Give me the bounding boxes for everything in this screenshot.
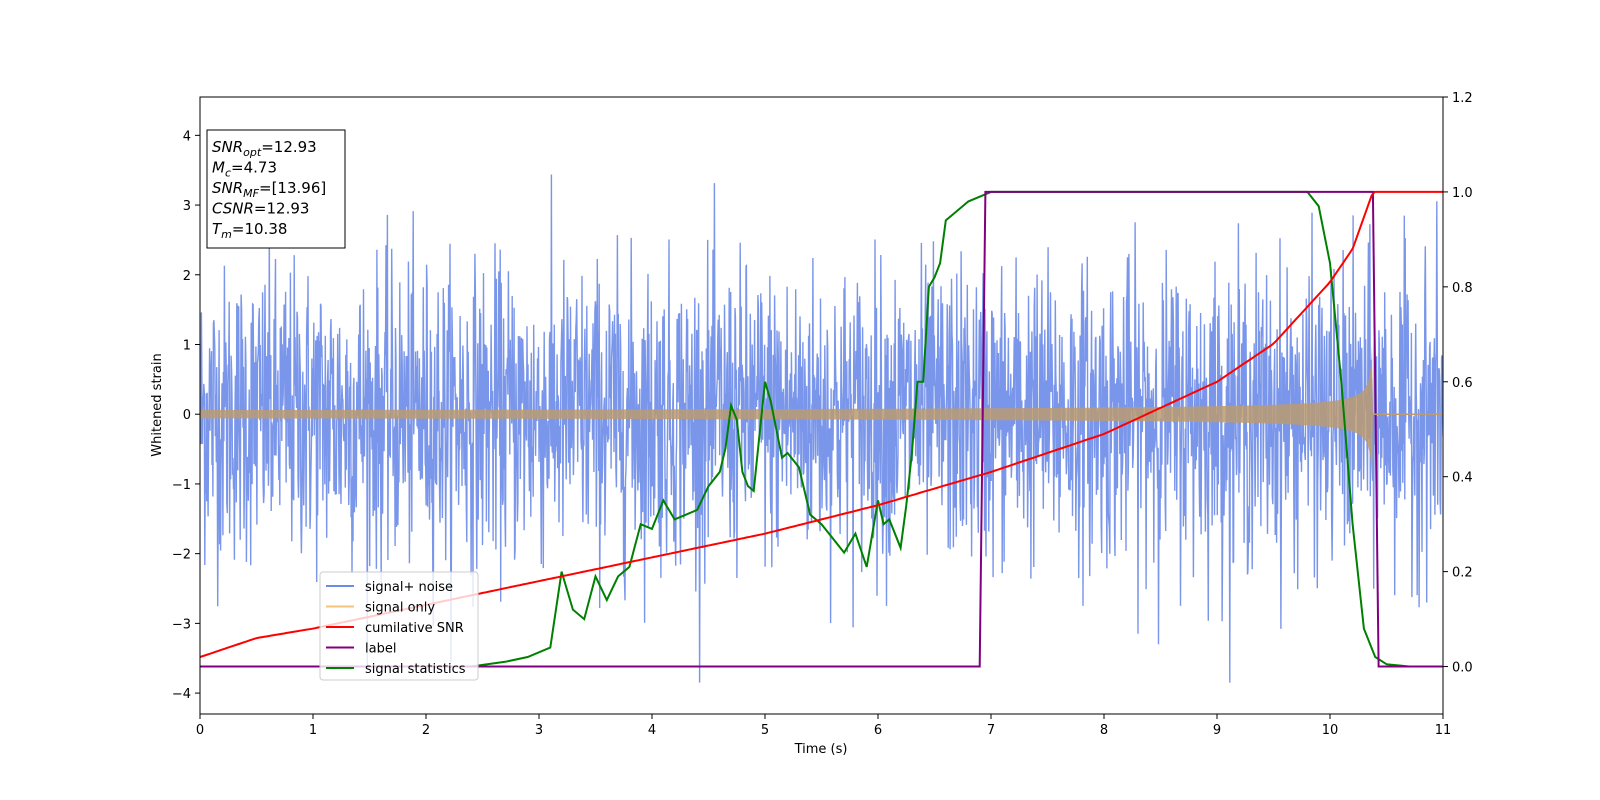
- annotation-line: SNRMF=[13.96]: [212, 179, 326, 200]
- y-tick-label: −1: [172, 478, 191, 493]
- x-tick-label: 9: [1213, 723, 1221, 738]
- y-axis-left: −4 −3 −2 −1 0 1 2 3 4: [172, 129, 200, 702]
- x-tick-label: 5: [761, 723, 769, 738]
- x-tick-label: 2: [422, 723, 430, 738]
- y2-tick-label: 0.2: [1452, 566, 1473, 581]
- y-axis-label: Whitened strain: [150, 353, 165, 456]
- y2-tick-label: 1.2: [1452, 91, 1473, 106]
- legend-label: label: [365, 642, 396, 657]
- legend-label: cumilative SNR: [365, 621, 464, 636]
- x-tick-label: 6: [874, 723, 882, 738]
- y-tick-label: 3: [183, 199, 191, 214]
- legend-label: signal only: [365, 601, 435, 616]
- y-tick-label: 1: [183, 338, 191, 353]
- x-tick-label: 10: [1322, 723, 1339, 738]
- signal-only-line: [200, 345, 1373, 483]
- annotation-line: CSNR=12.93: [212, 200, 309, 218]
- y-tick-label: 2: [183, 269, 191, 284]
- legend-label: signal statistics: [365, 662, 466, 677]
- y-tick-label: −2: [172, 548, 191, 563]
- legend: signal+ noise signal only cumilative SNR la…: [319, 571, 479, 681]
- y-tick-label: 4: [183, 129, 191, 144]
- plot-area: [200, 174, 1443, 683]
- y2-tick-label: 0.8: [1452, 281, 1473, 296]
- x-tick-label: 8: [1100, 723, 1108, 738]
- x-tick-label: 3: [535, 723, 543, 738]
- y2-tick-label: 0.4: [1452, 471, 1473, 486]
- annotation-line: SNRopt=12.93: [212, 138, 317, 159]
- x-tick-label: 11: [1435, 723, 1452, 738]
- annotation-line: Tm=10.38: [212, 220, 287, 241]
- legend-label: signal+ noise: [365, 580, 453, 595]
- axes-frame: [199, 96, 1444, 715]
- x-axis: 0 1 2 3 4 5 6 7 8 9 10 11: [196, 714, 1451, 738]
- y-tick-label: −3: [172, 617, 191, 632]
- x-tick-label: 7: [987, 723, 995, 738]
- x-tick-label: 0: [196, 723, 204, 738]
- y2-tick-label: 0.6: [1452, 376, 1473, 391]
- label-line: [200, 190, 1443, 668]
- x-axis-label: Time (s): [794, 742, 848, 757]
- y-tick-label: 0: [183, 408, 191, 423]
- y-axis-right: 0.0 0.2 0.4 0.6 0.8 1.0 1.2: [1443, 91, 1473, 676]
- y2-tick-label: 0.0: [1452, 661, 1473, 676]
- stats-annotation-box: SNRopt=12.93Mc=4.73SNRMF=[13.96]CSNR=12.…: [206, 129, 346, 249]
- annotation-line: Mc=4.73: [212, 159, 277, 180]
- signal-noise-line: [200, 174, 1443, 683]
- x-tick-label: 1: [309, 723, 317, 738]
- y2-tick-label: 1.0: [1452, 186, 1473, 201]
- y-tick-label: −4: [172, 687, 191, 702]
- x-tick-label: 4: [648, 723, 656, 738]
